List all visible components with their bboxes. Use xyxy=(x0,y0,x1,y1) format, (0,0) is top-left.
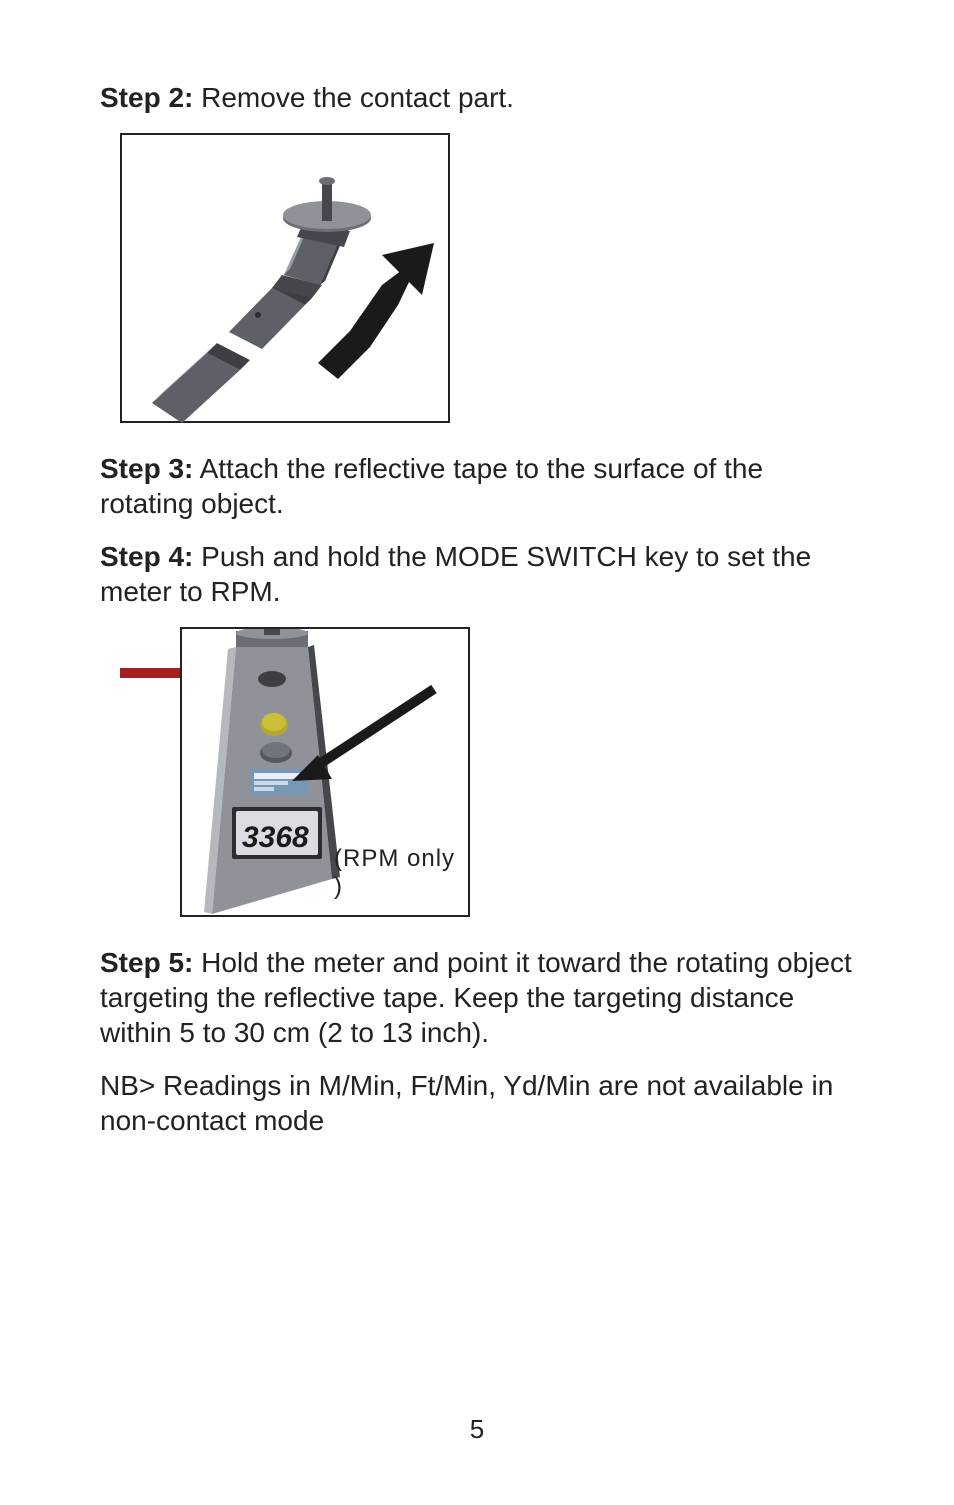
step-3: Step 3: Attach the reflective tape to th… xyxy=(100,451,854,521)
step-2-text: Remove the contact part. xyxy=(193,82,514,113)
figure-2-wrap: 3368 (RPM only ) xyxy=(140,627,470,917)
step-2: Step 2: Remove the contact part. xyxy=(100,80,854,115)
figure-mode-rpm: 3368 (RPM only ) xyxy=(180,627,470,917)
figure-remove-contact-part xyxy=(120,133,450,423)
step-5-text: Hold the meter and point it toward the r… xyxy=(100,947,852,1048)
page-number: 5 xyxy=(0,1414,954,1445)
step-5-label: Step 5: xyxy=(100,947,193,978)
lcd-value: 3368 xyxy=(242,821,309,854)
step-4-label: Step 4: xyxy=(100,541,193,572)
page: Step 2: Remove the contact part. xyxy=(0,0,954,1505)
step-5: Step 5: Hold the meter and point it towa… xyxy=(100,945,854,1050)
step-3-text: Attach the reflective tape to the surfac… xyxy=(100,453,763,519)
step-4-text: Push and hold the MODE SWITCH key to set… xyxy=(100,541,811,607)
figure-1-svg xyxy=(122,135,452,425)
step-3-label: Step 3: xyxy=(100,453,193,484)
step-2-label: Step 2: xyxy=(100,82,193,113)
step-4: Step 4: Push and hold the MODE SWITCH ke… xyxy=(100,539,854,609)
rpm-only-label: (RPM only ) xyxy=(334,845,468,901)
note-nb: NB> Readings in M/Min, Ft/Min, Yd/Min ar… xyxy=(100,1068,854,1138)
